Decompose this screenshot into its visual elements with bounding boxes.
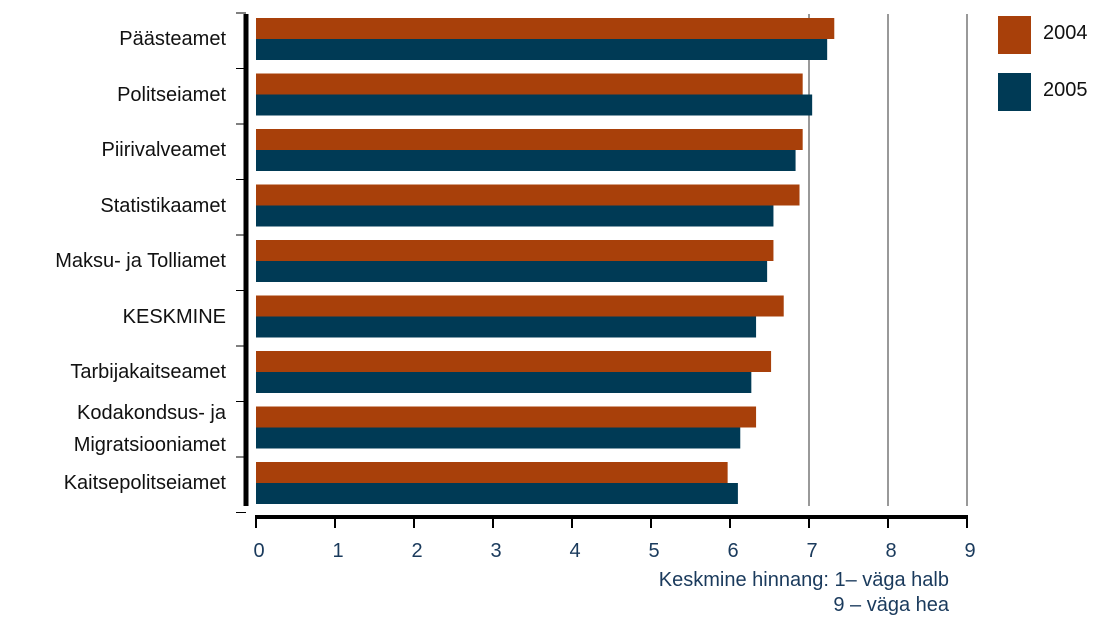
x-ticks [255,515,968,528]
bar-2005-3 [256,205,774,227]
bar-2005-5 [256,316,757,338]
category-label-3: Statistikaamet [100,194,226,217]
x-tick-label-9: 9 [964,540,976,562]
legend-label-2005: 2005 [1043,79,1088,101]
x-tick-label-8: 8 [885,540,897,562]
bar-2005-1 [256,94,813,116]
category-label-7-0: Kodakondsus- ja [77,401,226,424]
x-axis-label-line-1: Keskmine hinnang: 1– väga halb [658,569,949,591]
bar-2004-1 [256,73,803,95]
legend-swatch-2005 [998,73,1031,111]
category-label-7-1: Migratsiooniamet [73,433,226,456]
x-tick-label-2: 2 [411,540,423,562]
legend-swatch-2004 [998,16,1031,54]
x-tick-label-3: 3 [490,540,502,562]
category-label-1: Politseiamet [117,83,226,106]
bar-2005-0 [256,39,828,60]
bar-2005-8 [256,483,738,504]
bar-2004-6 [256,351,772,372]
category-label-5: KESKMINE [122,305,226,328]
bar-2004-0 [256,18,835,39]
bar-2005-4 [256,261,768,282]
legend [998,16,1031,111]
category-label-6: Tarbijakaitseamet [70,361,226,383]
category-label-2: Piirivalveamet [101,139,226,161]
bar-2005-7 [256,427,741,449]
category-label-8: Kaitsepolitseiamet [63,472,226,494]
bar-2004-7 [256,406,757,428]
bars [256,18,835,504]
bar-2005-2 [256,150,796,171]
bar-2004-4 [256,240,774,261]
bar-2004-5 [256,295,784,317]
x-axis-label-line-2: 9 – väga hea [833,594,949,616]
x-tick-label-7: 7 [806,540,818,562]
x-tick-label-6: 6 [727,540,739,562]
category-label-4: Maksu- ja Tolliamet [55,250,226,272]
legend-label-2004: 2004 [1043,22,1088,44]
x-tick-label-4: 4 [569,540,581,562]
y-ticks [236,12,246,513]
bar-2004-8 [256,462,728,483]
bar-2004-2 [256,129,803,150]
x-tick-label-0: 0 [253,540,265,562]
bar-2004-3 [256,184,800,206]
x-tick-label-5: 5 [648,540,660,562]
x-tick-label-1: 1 [332,540,344,562]
bar-2005-6 [256,372,752,393]
category-label-0: Päästeamet [119,28,226,50]
gridlines [808,14,968,506]
